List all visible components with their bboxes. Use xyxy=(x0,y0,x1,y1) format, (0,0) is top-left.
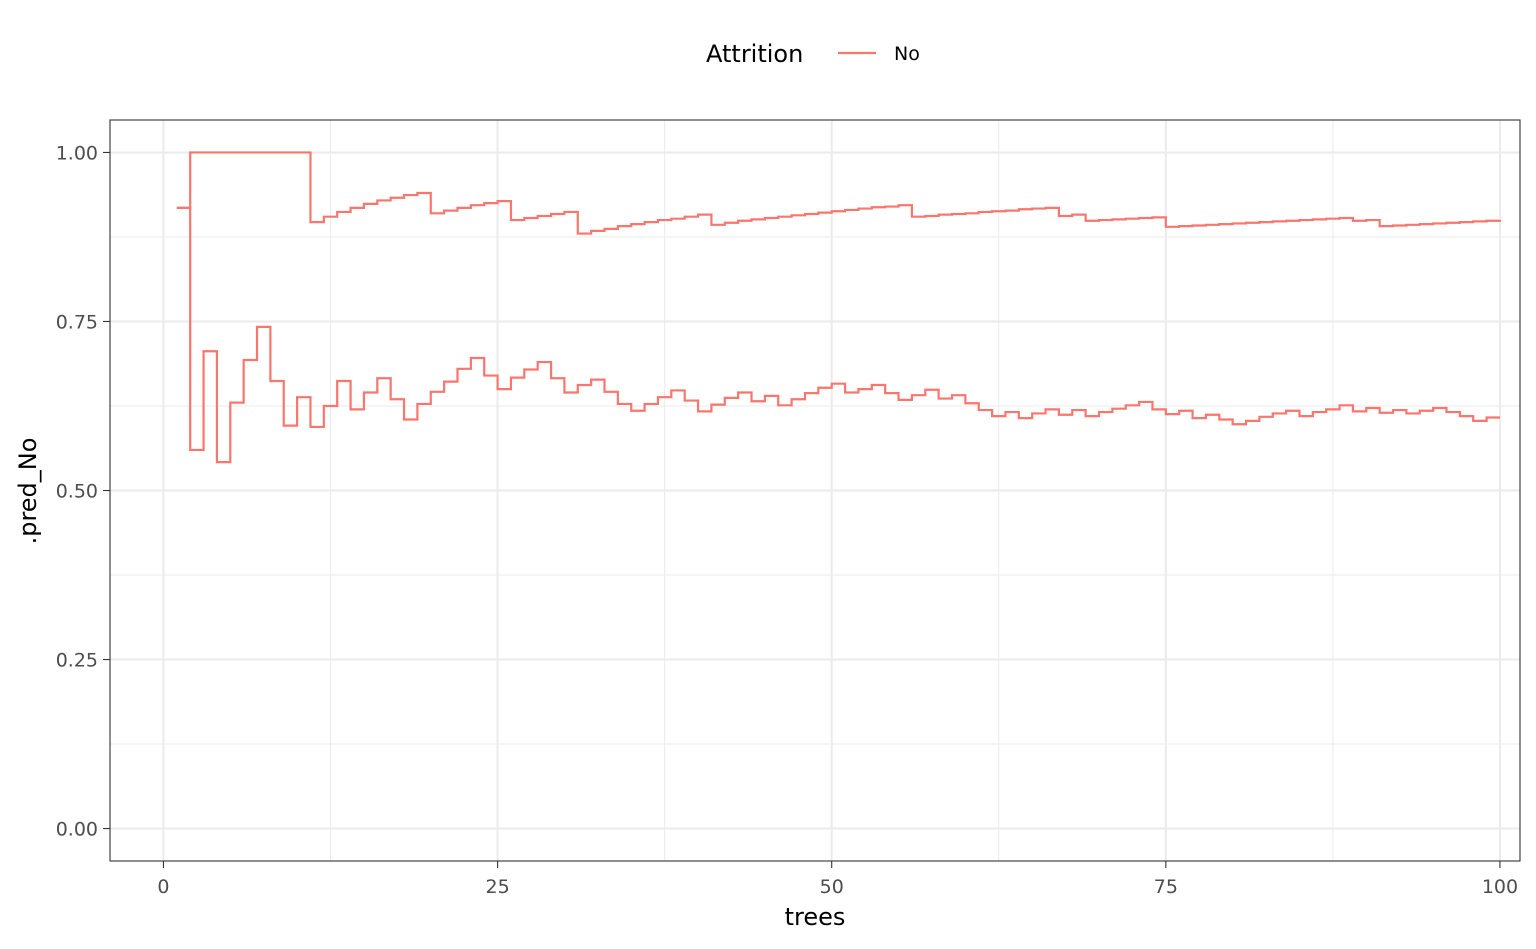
y-tick-label: 1.00 xyxy=(56,142,98,164)
series-layer xyxy=(176,151,1502,464)
y-axis-title: .pred_No xyxy=(14,438,42,545)
x-tick-label: 0 xyxy=(157,876,169,898)
x-tick-label: 50 xyxy=(820,876,844,898)
y-tick-label: 0.50 xyxy=(56,481,98,503)
legend-label: No xyxy=(894,43,920,65)
series-line-upper xyxy=(176,151,1502,235)
grid xyxy=(110,120,1520,861)
x-tick-label: 25 xyxy=(485,876,509,898)
legend: Attrition No xyxy=(706,40,920,68)
x-tick-label: 100 xyxy=(1482,876,1518,898)
y-tick-label: 0.75 xyxy=(56,311,98,333)
x-axis: 0 25 50 75 100 xyxy=(157,861,1518,898)
x-axis-title: trees xyxy=(785,903,846,931)
series-line-lower xyxy=(176,206,1500,464)
y-tick-label: 0.00 xyxy=(56,819,98,841)
x-tick-label: 75 xyxy=(1154,876,1178,898)
y-tick-label: 0.25 xyxy=(56,650,98,672)
legend-title: Attrition xyxy=(706,40,803,68)
y-axis: 0.00 0.25 0.50 0.75 1.00 xyxy=(56,142,110,841)
